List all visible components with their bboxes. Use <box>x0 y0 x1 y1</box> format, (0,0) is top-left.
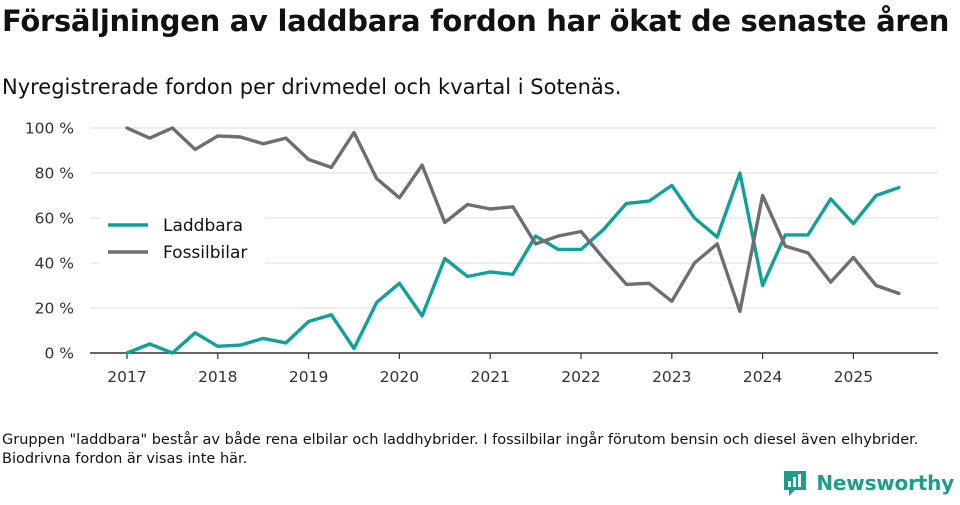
series-line-fossilbilar <box>125 126 901 314</box>
legend-background <box>100 208 265 272</box>
x-tick-label: 2022 <box>561 368 600 386</box>
series-line-laddbara <box>125 171 901 355</box>
x-tick-label: 2018 <box>198 368 237 386</box>
x-tick-label: 2023 <box>652 368 691 386</box>
y-tick-label: 100 % <box>25 120 74 138</box>
x-tick-label: 2017 <box>107 368 146 386</box>
legend-label: Laddbara <box>163 216 243 236</box>
newsworthy-logo-icon <box>784 471 807 496</box>
chart-subtitle: Nyregistrerade fordon per drivmedel och … <box>2 75 622 99</box>
brand-name: Newsworthy <box>816 471 954 495</box>
y-tick-label: 20 % <box>35 300 74 318</box>
y-tick-label: 40 % <box>35 255 74 273</box>
x-tick-label: 2025 <box>834 368 873 386</box>
y-tick-label: 80 % <box>35 165 74 183</box>
x-tick-label: 2021 <box>470 368 509 386</box>
x-tick-label: 2019 <box>289 368 328 386</box>
x-tick-label: 2024 <box>743 368 782 386</box>
footnote: Gruppen "laddbara" består av både rena e… <box>2 432 919 467</box>
y-tick-label: 0 % <box>44 345 74 363</box>
y-tick-label: 60 % <box>35 210 74 228</box>
legend-label: Fossilbilar <box>163 243 247 263</box>
chart-title: Försäljningen av laddbara fordon har öka… <box>2 4 950 38</box>
line-chart: 0 % 20 % 40 % 60 % 80 % 100 % 2017 2018 2019 2020… <box>25 120 938 386</box>
brand-logo[interactable]: Newsworthy <box>782 469 954 497</box>
x-tick-label: 2020 <box>380 368 419 386</box>
